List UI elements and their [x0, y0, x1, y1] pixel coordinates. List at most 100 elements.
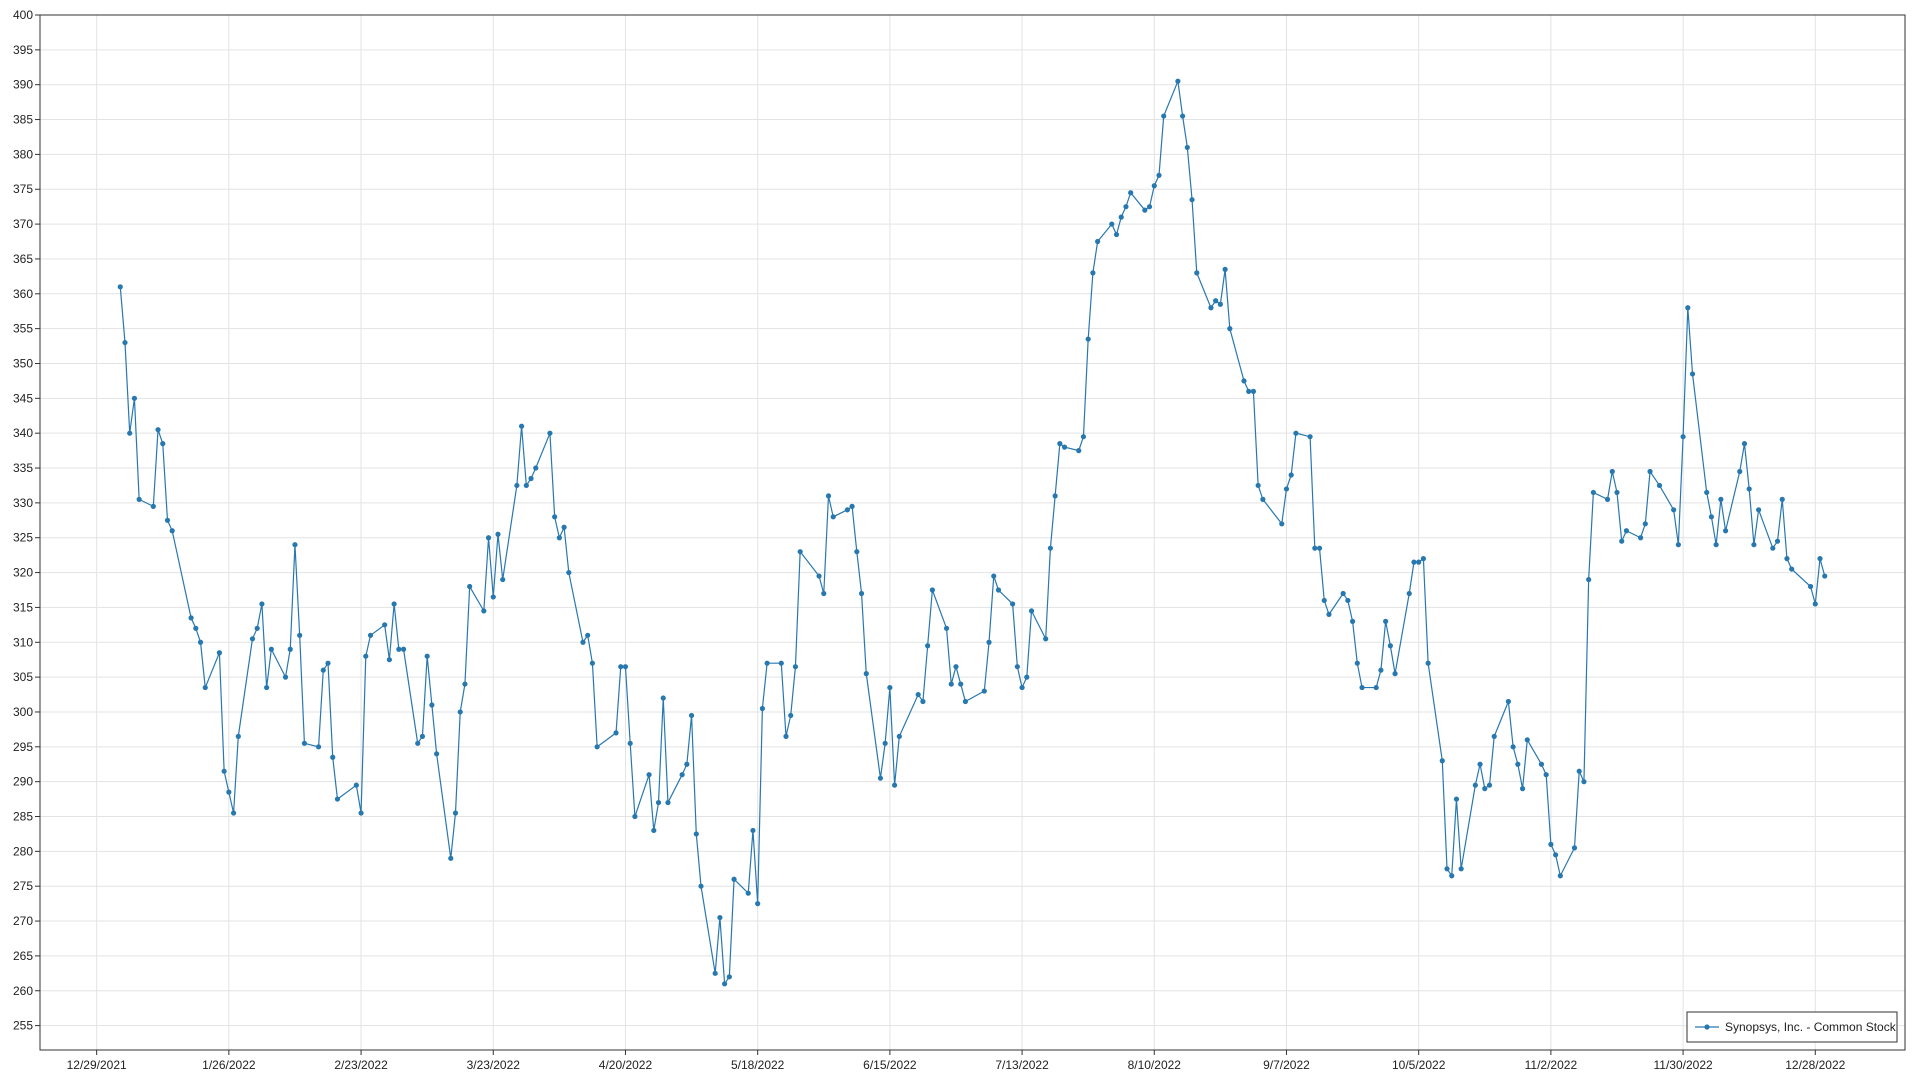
data-point: [1288, 472, 1294, 478]
x-tick-label: 11/2/2022: [1525, 1058, 1578, 1072]
data-point: [580, 639, 586, 645]
data-point: [1222, 266, 1228, 272]
data-point: [920, 698, 926, 705]
data-point: [1175, 78, 1181, 84]
x-tick-label: 5/18/2022: [731, 1058, 785, 1072]
data-point: [1704, 489, 1710, 496]
data-point: [1180, 113, 1186, 119]
data-point: [1392, 671, 1398, 677]
data-point: [948, 681, 954, 687]
data-point: [188, 615, 194, 621]
data-point: [1014, 664, 1020, 670]
data-point: [1019, 684, 1025, 691]
y-tick-label: 350: [13, 356, 33, 370]
data-point: [849, 503, 855, 509]
data-point: [665, 799, 671, 806]
data-point: [164, 517, 171, 523]
data-point: [1751, 542, 1757, 548]
data-point: [292, 542, 298, 548]
y-tick-label: 360: [13, 287, 33, 301]
y-tick-label: 320: [13, 566, 33, 580]
data-point: [358, 810, 364, 816]
data-point: [825, 493, 832, 499]
y-tick-label: 305: [13, 670, 33, 684]
data-point: [1189, 197, 1195, 203]
data-point: [1524, 737, 1530, 743]
data-point: [1590, 489, 1596, 496]
data-point: [434, 751, 440, 757]
data-point: [419, 733, 426, 739]
data-point: [353, 782, 359, 788]
plot-frame: [39, 14, 1906, 1051]
data-point: [1312, 545, 1318, 551]
data-point: [1543, 772, 1549, 778]
data-point: [249, 636, 256, 642]
data-point: [1822, 573, 1828, 579]
data-point: [660, 695, 666, 701]
data-point: [221, 768, 227, 774]
data-point: [547, 430, 553, 436]
data-point: [448, 855, 454, 861]
data-point: [1293, 430, 1299, 436]
data-point: [1321, 597, 1327, 604]
y-tick-label: 300: [13, 705, 33, 719]
data-point: [386, 657, 392, 663]
data-point: [1614, 489, 1620, 496]
data-point: [1340, 590, 1346, 597]
data-point: [230, 810, 237, 816]
data-point: [226, 789, 232, 795]
data-point: [1260, 496, 1266, 502]
data-point: [1449, 873, 1455, 879]
data-point: [1722, 528, 1729, 534]
data-point: [1052, 493, 1058, 499]
data-point: [750, 827, 756, 834]
data-point: [264, 684, 270, 691]
data-point: [1028, 608, 1035, 614]
y-tick-label: 270: [13, 914, 33, 928]
data-point: [1656, 482, 1663, 489]
data-point: [1671, 507, 1677, 513]
data-point: [1623, 528, 1630, 534]
data-point: [877, 775, 884, 781]
data-point: [1486, 782, 1493, 788]
data-point: [844, 507, 850, 513]
data-point: [131, 395, 138, 401]
data-point: [1109, 221, 1115, 227]
data-point: [745, 890, 751, 896]
x-tick-label: 7/13/2022: [995, 1058, 1049, 1072]
legend-marker: [1704, 1024, 1710, 1030]
data-point: [1047, 545, 1054, 551]
data-point: [197, 639, 204, 645]
x-tick-label: 6/15/2022: [863, 1058, 917, 1072]
data-point: [495, 531, 501, 537]
data-point: [1779, 496, 1785, 502]
data-point: [1406, 590, 1412, 597]
data-point: [764, 660, 770, 666]
data-point: [1184, 144, 1190, 151]
y-tick-label: 325: [13, 531, 33, 545]
data-point: [254, 625, 260, 631]
data-point: [1283, 486, 1290, 492]
y-tick-label: 390: [13, 78, 33, 92]
data-point: [1420, 556, 1427, 562]
data-point: [1241, 378, 1247, 384]
data-point: [882, 740, 888, 746]
data-point: [462, 681, 468, 687]
x-tick-label: 1/26/2022: [202, 1058, 256, 1072]
data-point: [1708, 514, 1715, 520]
y-tick-label: 315: [13, 600, 33, 614]
data-point: [1458, 866, 1464, 872]
data-point: [1689, 371, 1696, 377]
data-point: [391, 601, 397, 607]
data-point: [193, 625, 199, 631]
data-point: [797, 549, 803, 555]
data-point: [1604, 496, 1611, 502]
data-point: [1076, 448, 1082, 454]
y-tick-label: 355: [13, 322, 33, 336]
y-tick-label: 330: [13, 496, 33, 510]
data-point: [1080, 434, 1087, 440]
data-point: [467, 583, 473, 590]
y-tick-label: 265: [13, 949, 33, 963]
data-point: [925, 643, 931, 649]
data-point: [816, 573, 822, 579]
